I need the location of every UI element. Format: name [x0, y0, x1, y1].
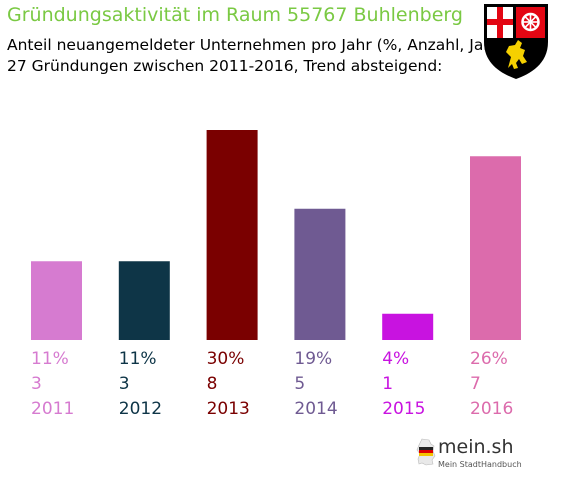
year-label-2012: 2012	[118, 399, 163, 419]
bar-2011	[31, 261, 82, 340]
bar-2013	[206, 130, 258, 340]
count-label-2012: 3	[118, 374, 130, 394]
bar-2016	[470, 156, 521, 340]
year-label-2013: 2013	[206, 399, 250, 419]
bar-2015	[382, 313, 434, 340]
year-label-2015: 2015	[382, 399, 426, 419]
percent-label-2011: 11%	[31, 349, 69, 369]
count-label-2015: 1	[382, 374, 394, 394]
brand-name: mein.sh	[438, 436, 514, 458]
chart-summary: 27 Gründungen zwischen 2011-2016, Trend …	[7, 57, 443, 75]
percent-label-2016: 26%	[470, 349, 508, 369]
year-label-2011: 2011	[31, 399, 75, 419]
chart-subtitle: Anteil neuangemeldeter Unternehmen pro J…	[7, 36, 506, 54]
percent-label-2014: 19%	[294, 349, 333, 369]
brand-logo: mein.sh Mein StadtHandbuch	[416, 434, 524, 474]
germany-map-icon	[416, 438, 436, 466]
year-label-2016: 2016	[470, 399, 514, 419]
brand-tagline: Mein StadtHandbuch	[438, 460, 522, 469]
bar-2012	[118, 261, 170, 340]
percent-label-2013: 30%	[206, 349, 245, 369]
count-label-2016: 7	[470, 374, 481, 394]
count-label-2014: 5	[294, 374, 306, 394]
count-label-2011: 3	[31, 374, 42, 394]
bar-2014	[294, 208, 346, 340]
percent-label-2015: 4%	[382, 349, 410, 369]
year-label-2014: 2014	[294, 399, 338, 419]
percent-label-2012: 11%	[118, 349, 157, 369]
coat-of-arms-icon	[484, 4, 548, 79]
chart-title: Gründungsaktivität im Raum 55767 Buhlenb…	[7, 4, 463, 26]
count-label-2013: 8	[206, 374, 218, 394]
